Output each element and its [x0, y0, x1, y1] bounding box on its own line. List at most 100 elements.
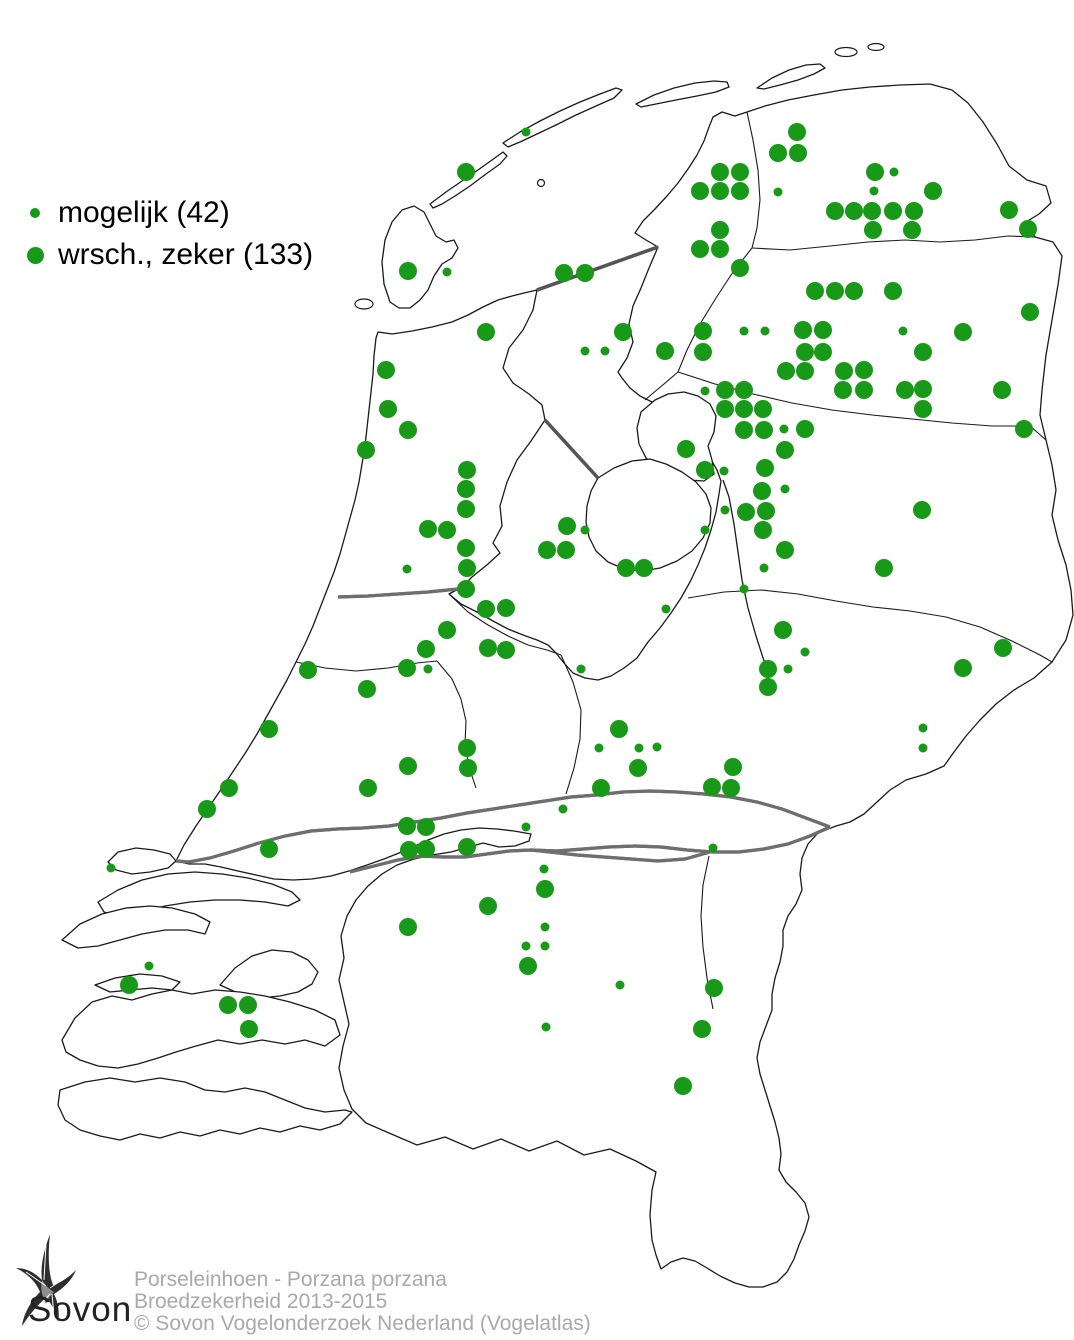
islet-rottum-east	[867, 42, 885, 52]
observation-dot-probable_certain	[656, 342, 674, 360]
observation-dot-probable_certain	[834, 381, 852, 399]
observation-dot-probable_certain	[896, 381, 914, 399]
observation-dot-probable_certain	[759, 660, 777, 678]
border-noordholland-utrecht	[448, 593, 562, 656]
observation-dot-possible	[521, 941, 531, 951]
islet-griend	[536, 178, 546, 188]
observation-dot-probable_certain	[884, 202, 902, 220]
observation-dot-probable_certain	[299, 661, 317, 679]
observation-dot-probable_certain	[788, 123, 806, 141]
observation-dot-probable_certain	[731, 163, 749, 181]
observation-dot-probable_certain	[731, 259, 749, 277]
sovon-logo-text: Sovon	[28, 1290, 133, 1329]
observation-dot-probable_certain	[855, 381, 873, 399]
observation-dot-probable_certain	[864, 221, 882, 239]
observation-dot-probable_certain	[954, 659, 972, 677]
observation-dot-probable_certain	[754, 400, 772, 418]
observation-dot-probable_certain	[457, 480, 475, 498]
observation-dot-probable_certain	[737, 503, 755, 521]
sovon-logo	[16, 1234, 76, 1326]
observation-dot-probable_certain	[914, 343, 932, 361]
observation-dot-probable_certain	[457, 539, 475, 557]
observation-dot-possible	[423, 664, 433, 674]
observation-dot-probable_certain	[399, 421, 417, 439]
observation-dot-probable_certain	[239, 996, 257, 1014]
observation-dot-possible	[783, 664, 793, 674]
island-schiermonnikoog	[756, 63, 826, 90]
observation-dot-probable_certain	[198, 800, 216, 818]
legend-label-possible: mogelijk (42)	[58, 196, 230, 229]
observation-dot-possible	[700, 386, 710, 396]
observation-dot-possible	[634, 743, 644, 753]
observation-dot-probable_certain	[759, 678, 777, 696]
observation-dot-probable_certain	[519, 957, 537, 975]
island-ameland	[635, 80, 730, 108]
observation-dot-probable_certain	[994, 639, 1012, 657]
island-walcheren-beveland	[61, 989, 341, 1069]
observation-dot-probable_certain	[711, 221, 729, 239]
observation-dot-possible	[541, 1022, 551, 1032]
observation-dot-probable_certain	[457, 500, 475, 518]
island-tholen	[219, 949, 319, 999]
observation-dot-possible	[540, 941, 550, 951]
observation-dot-possible	[580, 525, 590, 535]
observation-dot-possible	[773, 187, 783, 197]
observation-dot-probable_certain	[769, 144, 787, 162]
observation-dot-possible	[779, 424, 789, 434]
observation-dot-possible	[739, 584, 749, 594]
observation-dot-possible	[889, 167, 899, 177]
observation-dot-possible	[106, 863, 116, 873]
observation-dot-probable_certain	[711, 240, 729, 258]
legend-item-probable-certain: wrsch., zeker (133)	[26, 236, 313, 274]
observation-dot-probable_certain	[754, 521, 772, 539]
observation-dot-possible	[759, 563, 769, 573]
observation-dot-possible	[700, 525, 710, 535]
observation-dot-probable_certain	[903, 221, 921, 239]
observation-dot-probable_certain	[399, 918, 417, 936]
houtribdijk	[543, 418, 600, 480]
observation-dot-possible	[898, 326, 908, 336]
observation-dot-probable_certain	[459, 759, 477, 777]
observation-dot-possible	[918, 743, 928, 753]
observation-dot-probable_certain	[1000, 201, 1018, 219]
border-groningen-drenthe	[751, 235, 1036, 251]
observation-dot-probable_certain	[875, 559, 893, 577]
observation-dot-probable_certain	[774, 621, 792, 639]
observation-dot-probable_certain	[457, 580, 475, 598]
border-friesland-overijssel	[644, 371, 679, 401]
observation-dot-probable_certain	[735, 381, 753, 399]
observation-dot-probable_certain	[694, 322, 712, 340]
observation-dot-possible	[780, 484, 790, 494]
observation-dot-probable_certain	[260, 840, 278, 858]
observation-dot-possible	[580, 346, 590, 356]
observation-dot-probable_certain	[220, 779, 238, 797]
swallow-icon	[16, 1234, 76, 1326]
observation-dot-probable_certain	[438, 621, 456, 639]
observation-dot-probable_certain	[905, 202, 923, 220]
legend-label-probable-certain: wrsch., zeker (133)	[58, 238, 314, 271]
river-ijssel	[722, 479, 773, 693]
observation-dot-probable_certain	[377, 361, 395, 379]
observation-dot-possible	[720, 505, 730, 515]
observation-dot-probable_certain	[826, 282, 844, 300]
observation-dot-probable_certain	[610, 720, 628, 738]
observation-dot-probable_certain	[696, 461, 714, 479]
observation-dot-probable_certain	[755, 421, 773, 439]
observation-dot-probable_certain	[576, 264, 594, 282]
observation-dot-probable_certain	[400, 841, 418, 859]
observation-dot-possible	[719, 466, 729, 476]
legend-dot-large-icon	[27, 246, 44, 264]
observation-dot-probable_certain	[794, 321, 812, 339]
observation-dot-probable_certain	[555, 264, 573, 282]
observation-dot-probable_certain	[884, 282, 902, 300]
islet-rottum-west	[834, 46, 858, 58]
noordoostpolder-outline	[636, 391, 717, 482]
observation-dot-probable_certain	[731, 182, 749, 200]
observation-dot-probable_certain	[557, 541, 575, 559]
island-schouwen	[61, 905, 211, 949]
observation-dot-probable_certain	[399, 757, 417, 775]
observation-dot-probable_certain	[674, 1077, 692, 1095]
observation-dot-probable_certain	[477, 600, 495, 618]
